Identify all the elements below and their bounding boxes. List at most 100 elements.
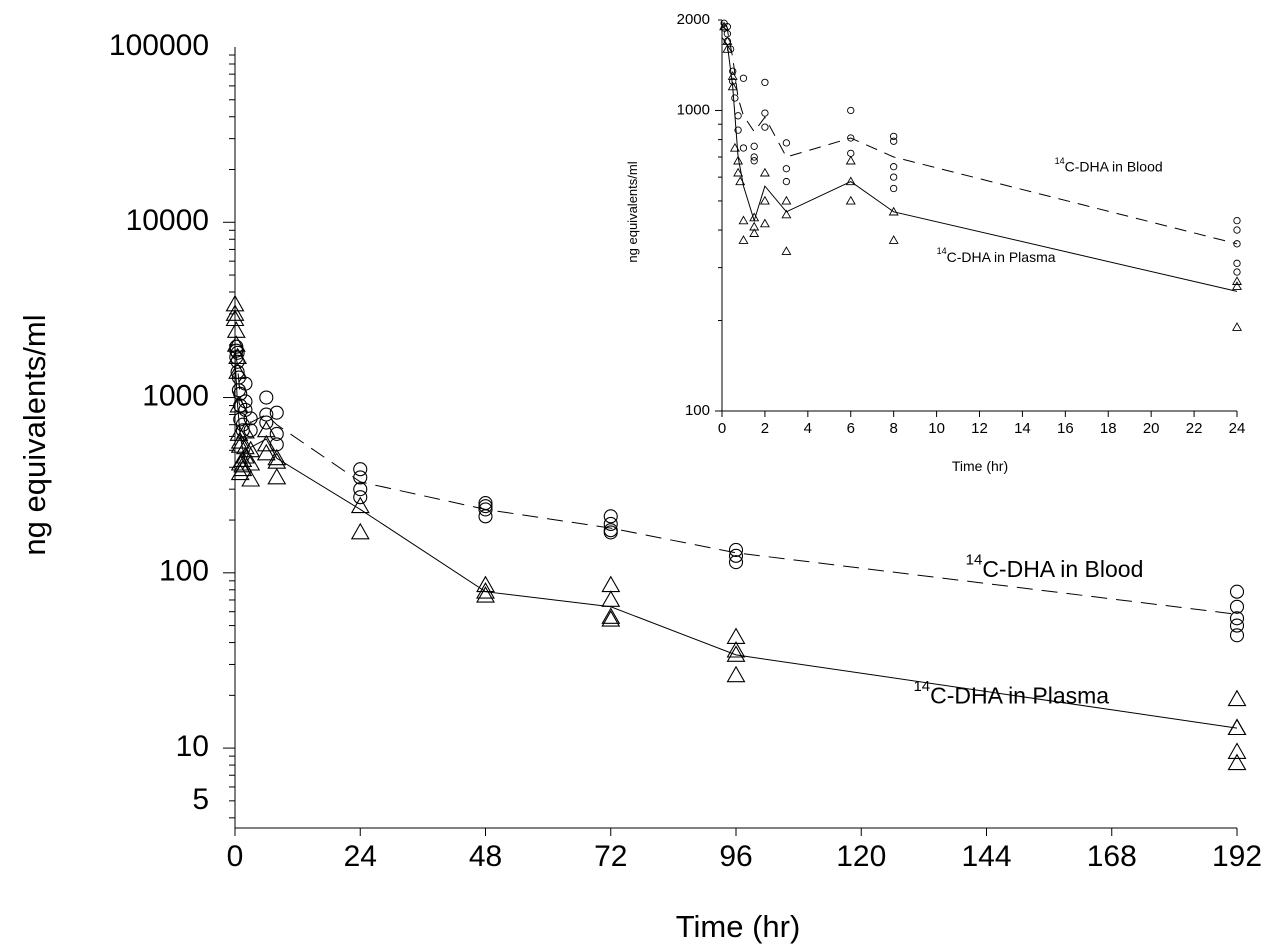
main-series-line: [234, 357, 1238, 729]
main-circle-point: [259, 415, 274, 430]
main-circle-point: [238, 402, 253, 417]
inset-annotation: 14C-DHA in Blood: [1055, 156, 1163, 175]
inset-triangle-point: [729, 142, 740, 152]
main-circle-point: [1229, 584, 1245, 599]
inset-circle-point: [782, 139, 791, 147]
inset-triangle-point: [759, 195, 770, 205]
main-triangle-point: [233, 459, 253, 477]
main-x-tick-label: 120: [836, 840, 886, 873]
main-x-tick-label: 144: [961, 840, 1011, 873]
inset-triangle-point: [845, 195, 856, 205]
inset-x-tick-label: 0: [718, 420, 726, 437]
main-triangle-point: [350, 496, 370, 514]
main-x-tick-label: 168: [1087, 840, 1137, 873]
main-circle-point: [603, 525, 618, 540]
main-triangle-point: [241, 470, 261, 487]
inset-circle-point: [890, 184, 898, 193]
inset-x-tick-label: 22: [1186, 420, 1203, 437]
main-circle-point: [728, 542, 744, 558]
inset-x-tick-label: 6: [847, 420, 855, 437]
main-triangle-point: [1227, 753, 1247, 771]
inset-circle-point: [761, 123, 769, 131]
main-x-tick-label: 96: [719, 840, 752, 873]
main-triangle-point: [726, 627, 746, 644]
inset-y-tick-label: 2000: [677, 11, 710, 28]
inset-triangle-point: [781, 246, 792, 255]
main-triangle-point: [241, 453, 261, 471]
inset-circle-point: [1233, 216, 1241, 225]
main-triangle-point: [225, 304, 245, 321]
main-circle-point: [269, 426, 284, 441]
inset-annotation-text: C-DHA in Blood: [1065, 158, 1163, 174]
main-triangle-point: [1227, 689, 1247, 707]
main-triangle-point: [235, 447, 255, 464]
main-triangle-point: [601, 607, 621, 624]
inset-triangle-point: [738, 235, 749, 244]
inset-triangle-point: [738, 215, 749, 225]
inset-circle-point: [761, 109, 769, 117]
main-circle-point: [353, 490, 368, 505]
main-y-tick-label: 5: [192, 783, 209, 816]
main-triangle-point: [229, 395, 249, 413]
main-circle-point: [478, 509, 493, 524]
main-circle-point: [259, 390, 274, 405]
main-circle-point: [230, 354, 245, 369]
main-circle-point: [353, 482, 368, 497]
inset-annotation: 14C-DHA in Plasma: [937, 246, 1056, 265]
inset-circle-point: [750, 157, 758, 165]
inset-circle-point: [739, 144, 748, 152]
main-circle-point: [1229, 611, 1245, 626]
main-circle-point: [230, 345, 245, 360]
inset-triangle-point: [1232, 322, 1242, 331]
inset-circle-point: [847, 106, 855, 115]
main-chart: Time (hr) ng equivalents/ml 0 24 48 72 96 120…: [17, 29, 1262, 944]
main-triangle-point: [350, 522, 370, 540]
inset-x-tick-label: 10: [928, 420, 945, 437]
main-triangle-point: [1227, 718, 1247, 736]
inset-triangle-point: [845, 155, 856, 165]
inset-circle-point: [731, 94, 739, 102]
inset-circle-point: [1233, 268, 1241, 276]
main-annotation-text: C-DHA in Blood: [982, 556, 1143, 582]
main-x-tick-label: 72: [594, 840, 627, 873]
main-y-axis-label: ng equivalents/ml: [17, 314, 52, 555]
inset-triangle-point: [759, 167, 770, 177]
inset-circle-point: [782, 177, 791, 186]
inset-triangle-point: [888, 235, 899, 244]
inset-y-tick-label: 1000: [677, 101, 710, 118]
main-circle-point: [478, 499, 493, 514]
main-triangle-point: [476, 582, 495, 599]
main-x-axis-label: Time (hr): [676, 909, 801, 944]
inset-triangle-point: [727, 71, 738, 80]
inset-circle-point: [750, 142, 758, 150]
main-triangle-point: [726, 640, 746, 658]
inset-circle-point: [734, 112, 742, 120]
main-series-plasma: [225, 294, 1247, 771]
inset-x-axis-label: Time (hr): [952, 458, 1008, 474]
inset-circle-point: [1233, 240, 1241, 248]
inset-triangle-point: [1232, 276, 1242, 285]
main-triangle-point: [241, 440, 261, 458]
inset-x-tick-label: 18: [1100, 420, 1117, 437]
main-triangle-point: [230, 436, 250, 453]
inset-triangle-point: [733, 167, 744, 177]
inset-circle-point: [1233, 226, 1241, 234]
main-triangle-point: [226, 321, 246, 338]
main-y-tick-label: 10: [176, 730, 209, 763]
inset-y-axis-label: ng equivalents/ml: [625, 161, 640, 262]
main-x-tick-label: 24: [344, 840, 377, 873]
inset-circle-point: [782, 165, 791, 173]
main-triangle-point: [476, 575, 495, 593]
main-x-tick-label: 48: [469, 840, 502, 873]
main-circle-point: [353, 462, 368, 477]
main-triangle-point: [228, 362, 248, 379]
main-triangle-point: [233, 455, 253, 473]
main-annotation-text: C-DHA in Plasma: [930, 683, 1109, 709]
inset-circle-point: [734, 126, 742, 134]
main-triangle-point: [256, 443, 276, 461]
main-circle-point: [603, 509, 618, 524]
main-x-tick-label: 0: [227, 840, 244, 873]
main-circle-point: [728, 555, 744, 570]
main-triangle-point: [601, 610, 621, 627]
